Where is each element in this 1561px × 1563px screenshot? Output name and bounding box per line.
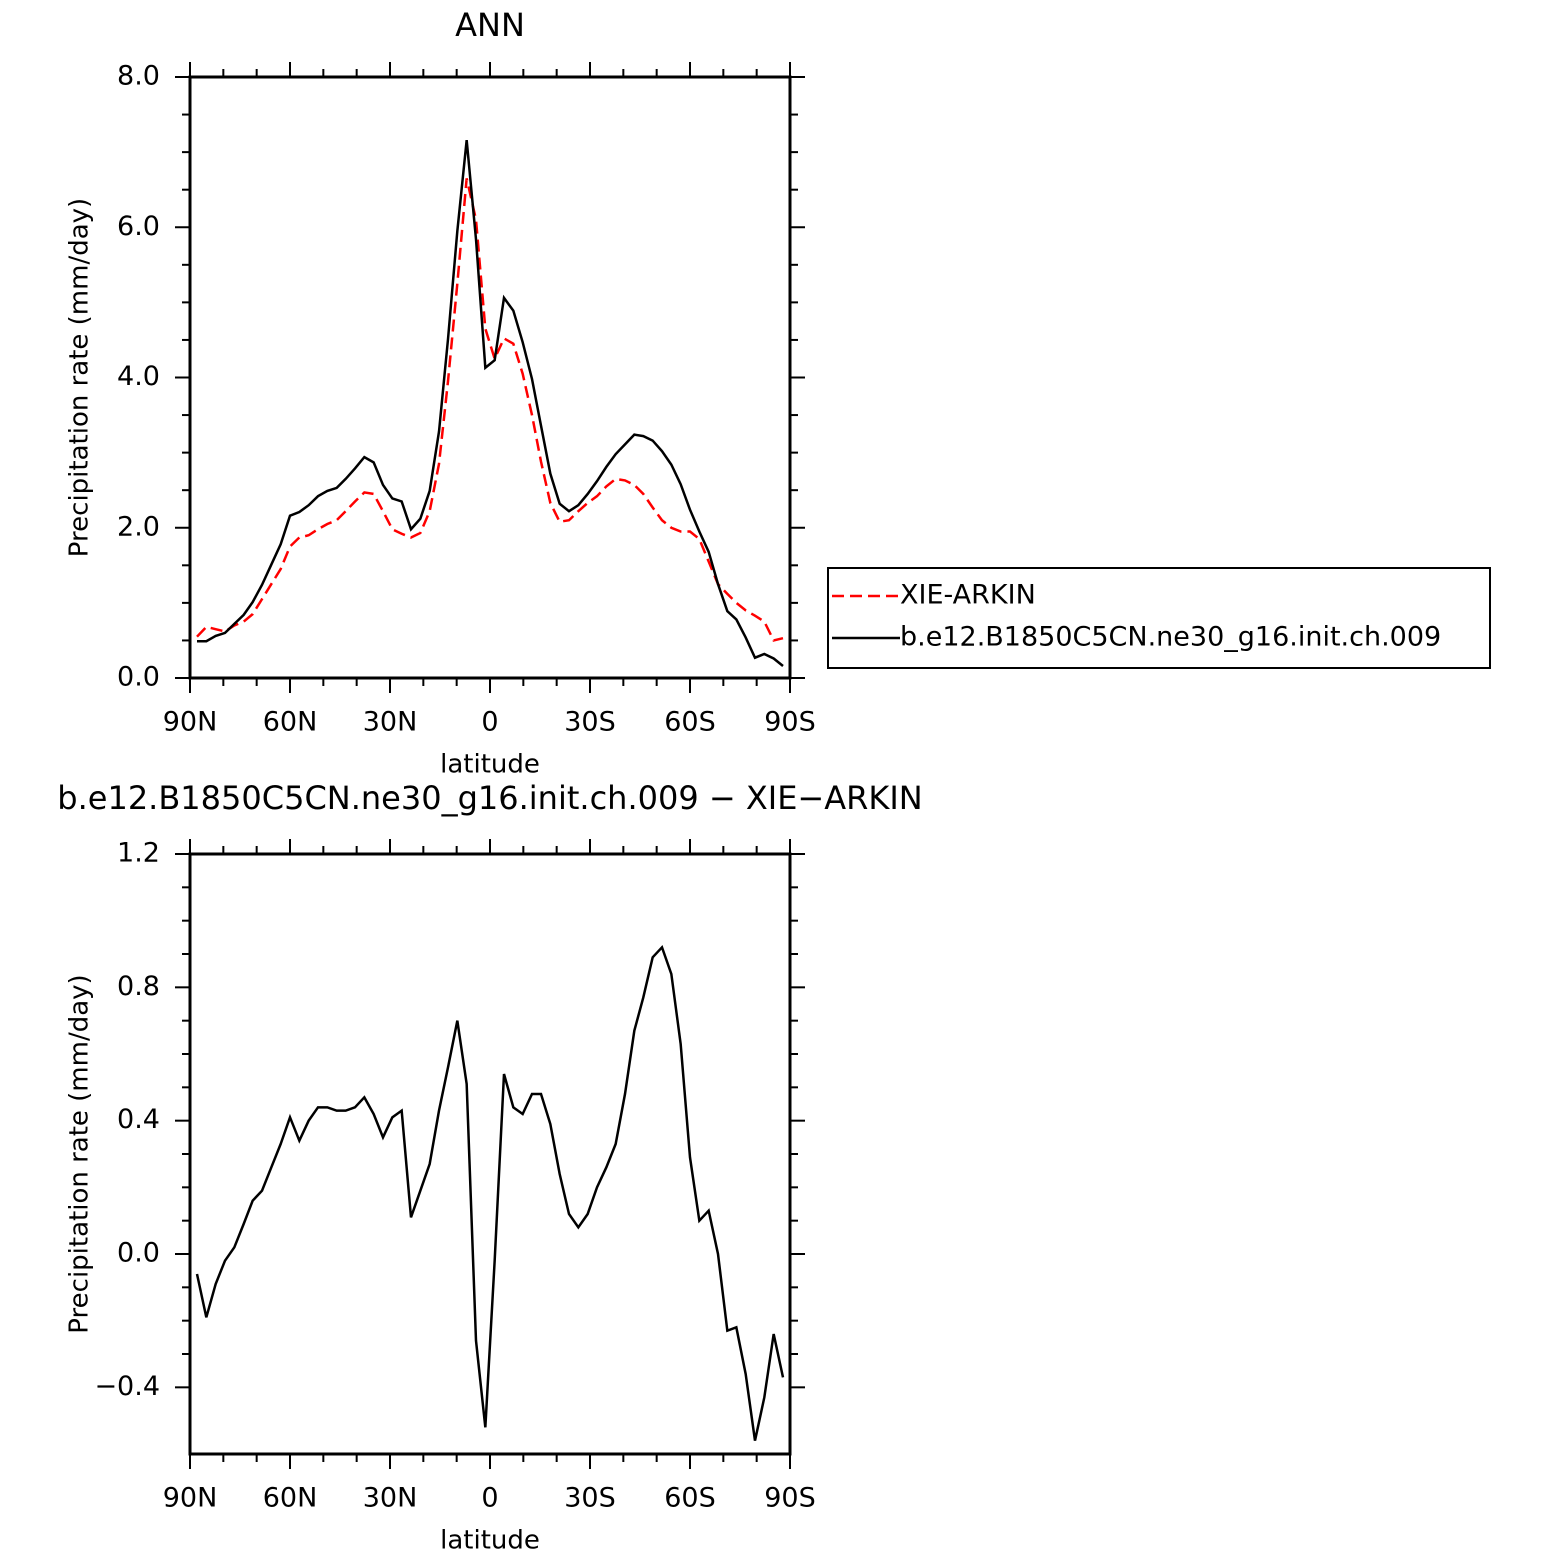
y-tick-label: −0.4 xyxy=(94,1371,160,1402)
y-tick-label: 0.0 xyxy=(117,1238,160,1269)
x-tick-label: 90S xyxy=(764,1483,816,1514)
x-tick-label: 30S xyxy=(564,1483,616,1514)
legend-label: b.e12.B1850C5CN.ne30_g16.init.ch.009 xyxy=(900,622,1441,653)
y-tick-label: 8.0 xyxy=(117,61,160,92)
x-tick-label: 60N xyxy=(263,707,318,738)
data-line xyxy=(195,944,785,1441)
y-tick-label: 2.0 xyxy=(117,511,160,542)
y-tick-label: 0.0 xyxy=(117,662,160,693)
x-tick-label: 90N xyxy=(163,707,218,738)
x-tick-label: 90S xyxy=(764,707,816,738)
plot-frame xyxy=(188,852,792,1456)
x-tick-label: 60S xyxy=(664,1483,716,1514)
x-tick-label: 30N xyxy=(363,1483,418,1514)
x-tick-label: 30N xyxy=(363,707,418,738)
plot-frame xyxy=(188,75,792,680)
y-tick-label: 1.2 xyxy=(117,838,160,869)
x-tick-label: 60N xyxy=(263,1483,318,1514)
y-tick-label: 4.0 xyxy=(117,361,160,392)
data-line xyxy=(197,139,784,667)
y-axis-label: Precipitation rate (mm/day) xyxy=(65,974,95,1333)
x-tick-label: 60S xyxy=(664,707,716,738)
y-tick-label: 0.8 xyxy=(117,971,160,1002)
legend-label: XIE-ARKIN xyxy=(900,580,1036,611)
y-axis-label: Precipitation rate (mm/day) xyxy=(65,198,95,557)
x-tick-label: 0 xyxy=(481,1483,498,1514)
x-tick-label: 30S xyxy=(564,707,616,738)
x-axis-label: latitude xyxy=(440,750,540,780)
y-tick-label: 6.0 xyxy=(117,211,160,242)
x-tick-label: 0 xyxy=(481,707,498,738)
chart-title: b.e12.B1850C5CN.ne30_g16.init.ch.009 − X… xyxy=(57,779,922,817)
x-axis-label: latitude xyxy=(440,1526,540,1556)
chart-title: ANN xyxy=(455,6,525,44)
data-line xyxy=(196,178,784,642)
legend-box xyxy=(827,567,1491,669)
y-tick-label: 0.4 xyxy=(117,1104,160,1135)
x-tick-label: 90N xyxy=(163,1483,218,1514)
